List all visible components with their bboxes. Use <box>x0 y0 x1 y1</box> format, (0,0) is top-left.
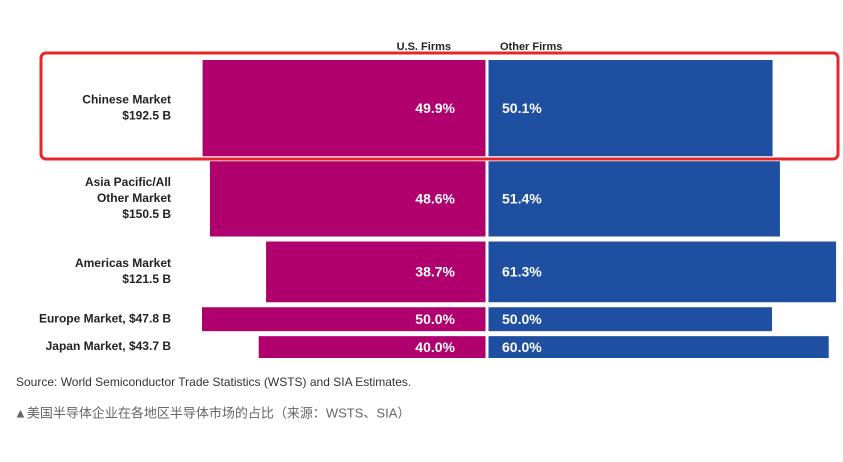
category-label: $150.5 B <box>122 207 171 221</box>
category-label: Japan Market, $43.7 B <box>46 339 172 353</box>
bar <box>488 60 773 157</box>
value-label: 48.6% <box>415 191 455 207</box>
category-label: Chinese Market <box>82 92 171 106</box>
bar <box>488 307 772 332</box>
value-label: 49.9% <box>415 100 455 116</box>
category-label: $192.5 B <box>122 108 171 122</box>
value-label: 50.1% <box>502 100 542 116</box>
bar <box>209 161 486 237</box>
category-label: Asia Pacific/All <box>85 175 171 189</box>
category-label: $121.5 B <box>122 272 171 286</box>
value-label: 40.0% <box>415 339 455 355</box>
highlight-box <box>39 51 840 161</box>
value-label: 60.0% <box>502 339 542 355</box>
bar <box>202 60 486 157</box>
bar <box>266 241 486 303</box>
legend-label: Other Firms <box>500 41 562 53</box>
bar <box>488 241 837 303</box>
source-note: Source: World Semiconductor Trade Statis… <box>16 375 411 389</box>
value-label: 61.3% <box>502 264 542 280</box>
bar <box>488 161 780 237</box>
caption: ▲美国半导体企业在各地区半导体市场的占比（来源：WSTS、SIA） <box>14 405 410 420</box>
category-label: Other Market <box>97 191 171 205</box>
legend-label: U.S. Firms <box>397 41 451 53</box>
value-label: 50.0% <box>415 311 455 327</box>
bar <box>488 336 829 358</box>
value-label: 38.7% <box>415 264 455 280</box>
value-label: 51.4% <box>502 191 542 207</box>
value-label: 50.0% <box>502 311 542 327</box>
bar <box>258 336 486 358</box>
category-label: Europe Market, $47.8 B <box>39 311 171 325</box>
bar <box>202 307 486 332</box>
category-label: Americas Market <box>75 256 171 270</box>
